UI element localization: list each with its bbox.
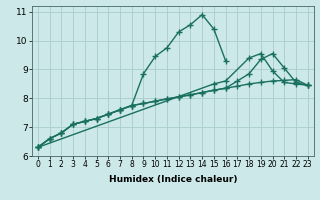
X-axis label: Humidex (Indice chaleur): Humidex (Indice chaleur) <box>108 175 237 184</box>
